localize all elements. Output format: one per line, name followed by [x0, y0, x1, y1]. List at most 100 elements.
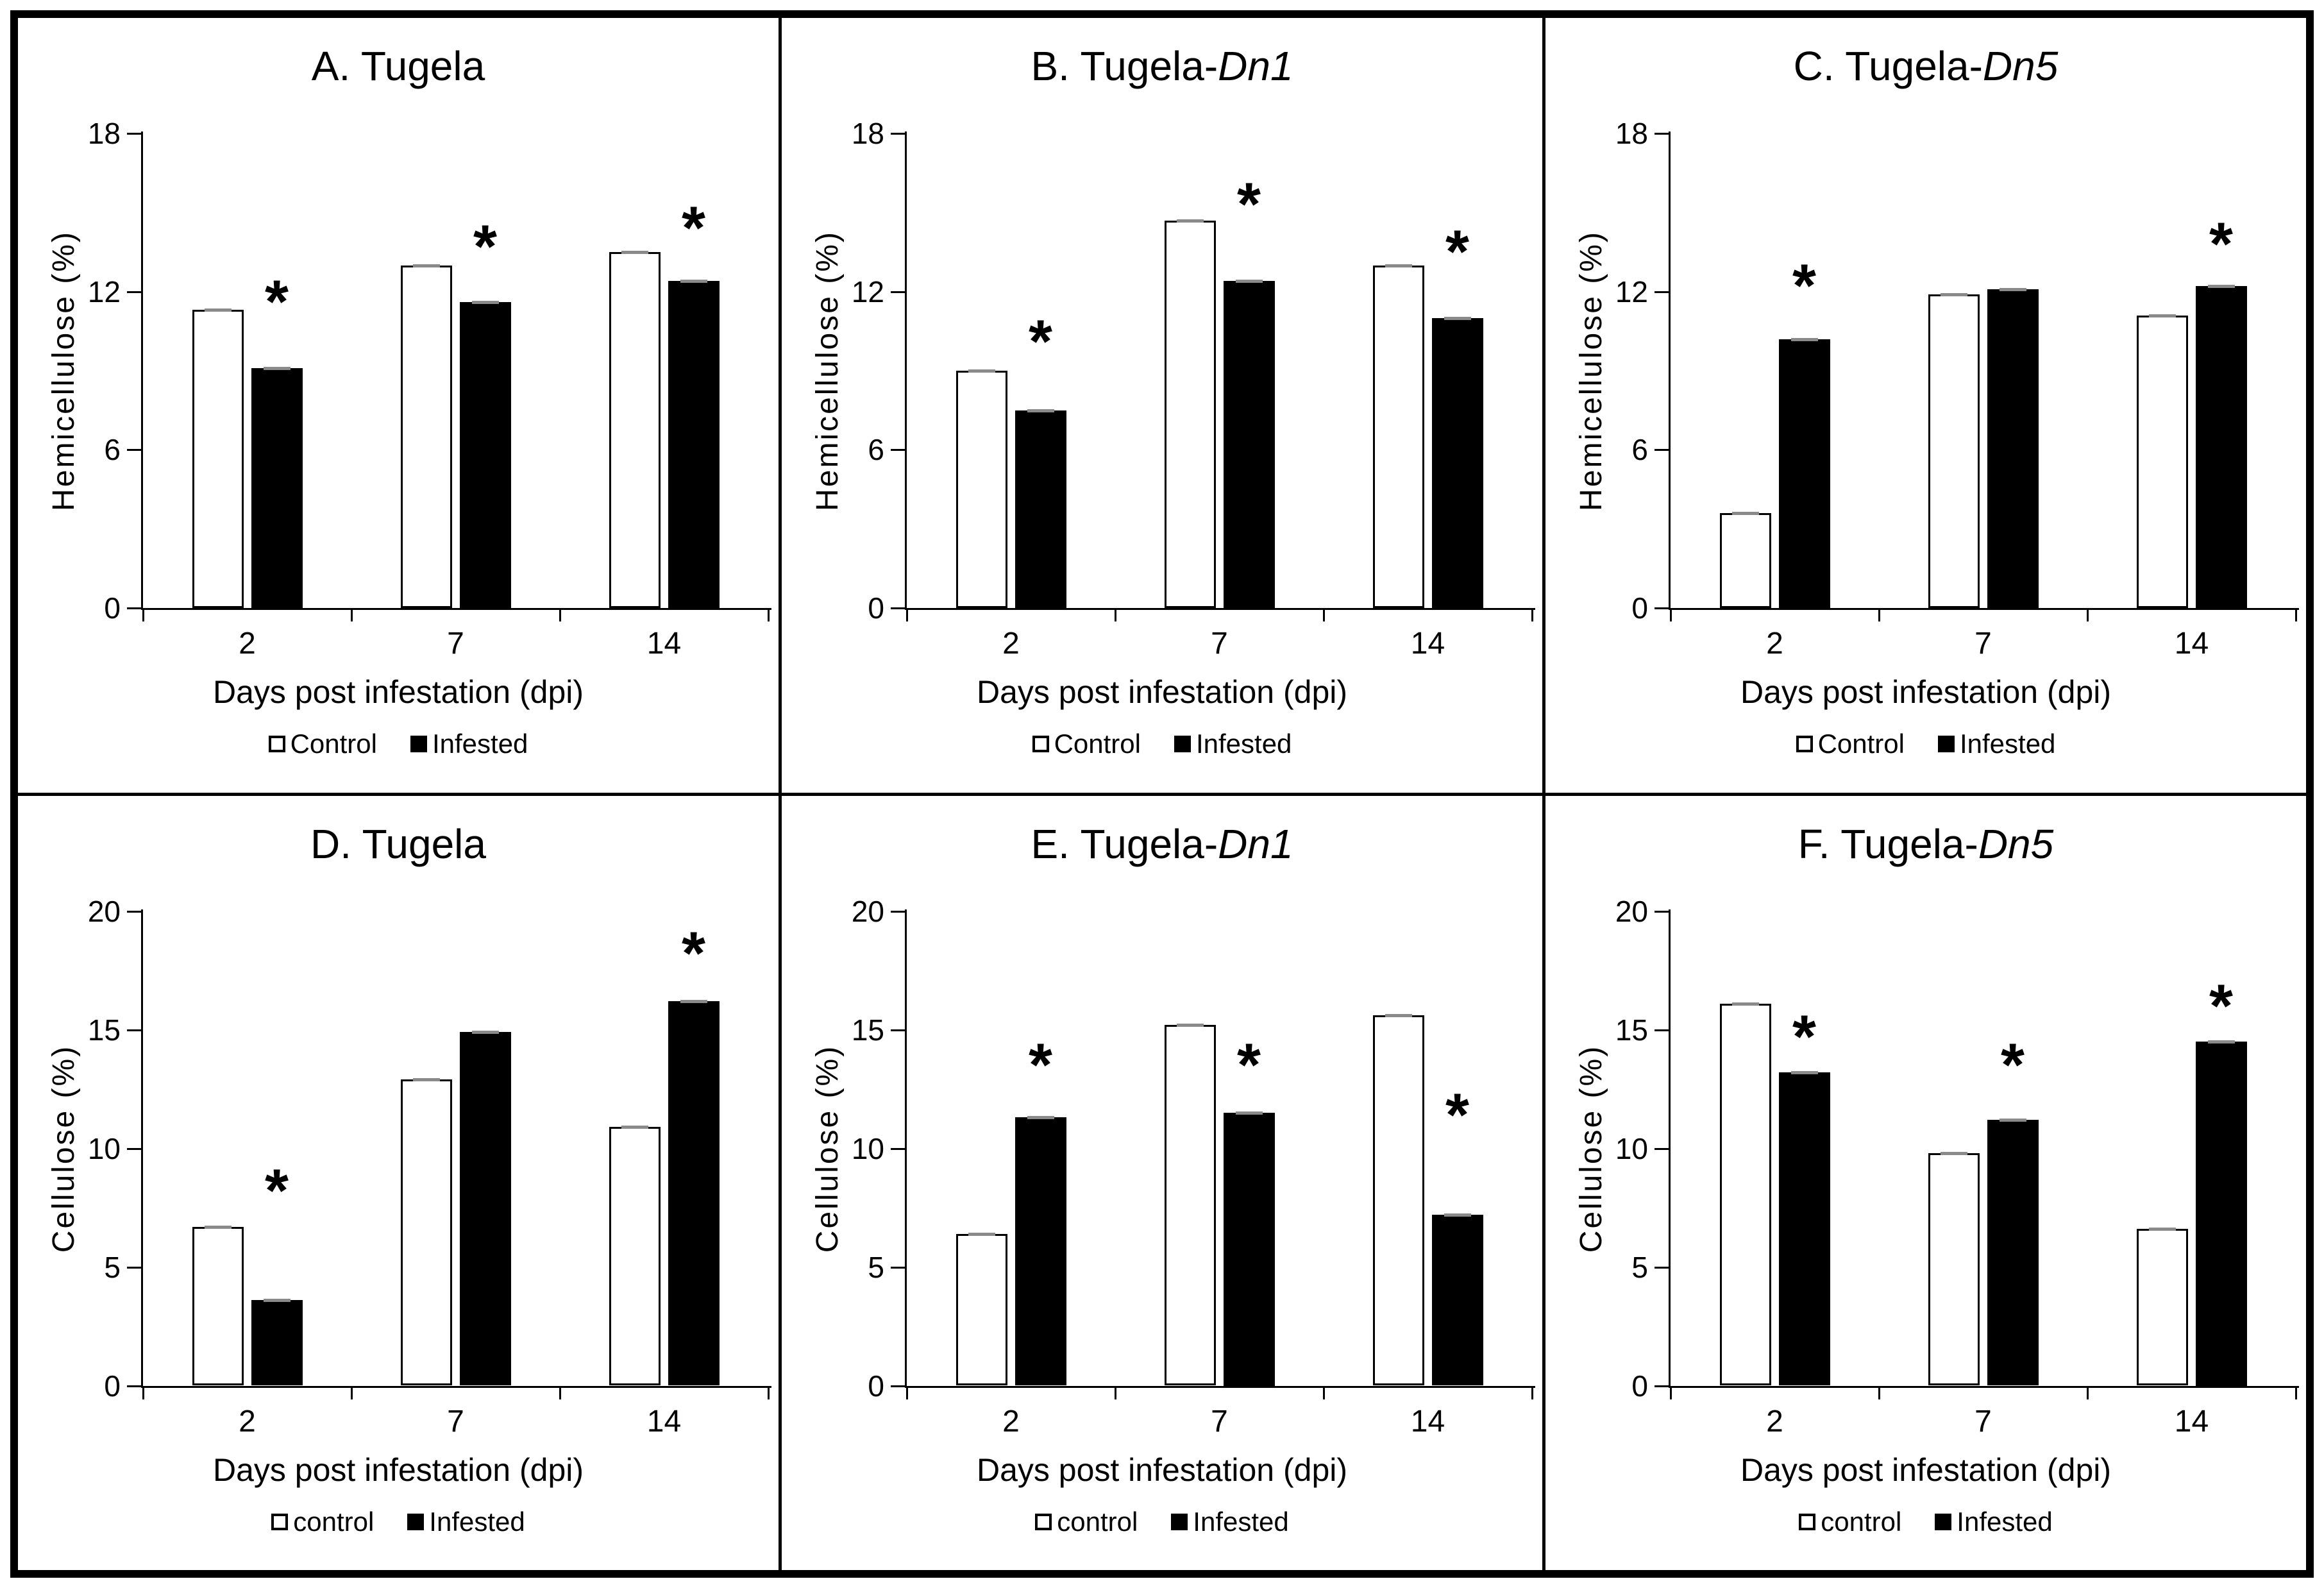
bar-infested	[459, 302, 511, 608]
legend-item: Infested	[410, 729, 528, 759]
legend-swatch-infested	[407, 1513, 425, 1530]
y-tick-label: 6	[1631, 433, 1648, 467]
x-axis	[905, 608, 1535, 610]
bar-control	[400, 265, 452, 608]
panel-c: C. Tugela-Dn5 Hemicellulose (%) 0 6 12 18 * * 2 7…	[1545, 18, 2306, 793]
y-tick	[127, 1266, 141, 1269]
y-tick	[127, 449, 141, 452]
x-category-label: 7	[1211, 627, 1228, 661]
bar-infested	[1223, 1113, 1275, 1386]
error-cap	[204, 308, 232, 312]
y-axis	[905, 909, 907, 1388]
y-tick	[1655, 1029, 1669, 1031]
error-cap	[1940, 1151, 1967, 1155]
legend-item: Infested	[1171, 1507, 1289, 1537]
error-cap	[1176, 219, 1204, 223]
panel-title: C. Tugela-Dn5	[1545, 42, 2306, 90]
y-axis	[1669, 909, 1671, 1388]
y-tick	[1655, 449, 1669, 452]
y-tick	[891, 449, 905, 452]
y-axis-title: Hemicellulose (%)	[1574, 230, 1608, 511]
y-tick	[127, 607, 141, 609]
x-tick	[1323, 608, 1325, 621]
significance-asterisk: *	[682, 194, 705, 262]
y-tick-label: 15	[851, 1013, 884, 1047]
bar-infested	[668, 1001, 720, 1386]
panel-e: E. Tugela-Dn1 Cellulose (%) 0 5 10 15 20 * * * 2 7 1…	[782, 795, 1542, 1570]
significance-asterisk: *	[1029, 1031, 1052, 1099]
y-tick-label: 15	[1615, 1013, 1648, 1047]
bar-control	[609, 1127, 661, 1386]
bar-infested	[1987, 1120, 2039, 1386]
x-category-label: 2	[1002, 1404, 1020, 1439]
x-category-label: 2	[239, 1404, 256, 1439]
error-cap	[471, 1031, 499, 1035]
y-axis	[141, 131, 143, 610]
error-cap	[968, 369, 995, 373]
bar-infested	[1223, 281, 1275, 608]
y-tick	[891, 1029, 905, 1031]
x-axis-title: Days post infestation (dpi)	[1740, 1451, 2112, 1488]
error-cap	[412, 264, 440, 267]
bar-control	[1372, 1015, 1424, 1386]
bar-control	[2136, 1229, 2188, 1386]
bar-control	[956, 1233, 1007, 1386]
error-cap	[621, 251, 648, 254]
x-axis	[1669, 608, 2299, 610]
y-axis	[141, 909, 143, 1388]
bar-control	[1372, 265, 1424, 608]
error-cap	[1444, 1213, 1471, 1217]
legend-label: control	[293, 1506, 375, 1537]
panel-a: A. Tugela Hemicellulose (%) 0 6 12 18 * * * 2 7 14 D…	[18, 18, 779, 793]
panel-title-italic-text: Dn1	[1218, 43, 1293, 89]
x-category-label: 14	[646, 1404, 682, 1439]
legend-swatch-infested	[1174, 736, 1191, 752]
y-tick	[1655, 910, 1669, 913]
x-tick	[351, 1385, 353, 1399]
x-tick	[1878, 608, 1880, 621]
figure-border: A. Tugela Hemicellulose (%) 0 6 12 18 * * * 2 7 14 D…	[10, 10, 2314, 1578]
y-axis-title: Hemicellulose (%)	[811, 230, 845, 511]
significance-asterisk: *	[682, 919, 705, 988]
y-tick-label: 0	[104, 1369, 121, 1403]
x-tick	[1670, 608, 1672, 621]
y-tick	[1655, 607, 1669, 609]
y-tick-label: 18	[87, 117, 121, 150]
x-tick	[1115, 608, 1116, 621]
panel-title: D. Tugela	[18, 820, 779, 868]
legend-item: Infested	[1174, 729, 1292, 759]
legend-item: Infested	[407, 1507, 525, 1537]
error-cap	[1027, 409, 1054, 412]
legend-item: control	[1035, 1507, 1138, 1537]
x-axis-title: Days post infestation (dpi)	[976, 1451, 1348, 1488]
panel-title: A. Tugela	[18, 42, 779, 90]
y-tick	[127, 133, 141, 135]
y-tick-label: 20	[851, 894, 884, 928]
bar-infested	[251, 367, 303, 608]
legend-label: Infested	[1959, 729, 2056, 759]
legend: Control Infested	[1545, 729, 2306, 759]
panel-title-text: D. Tugela	[310, 820, 486, 867]
bar-infested	[1778, 1072, 1830, 1386]
panel-title: B. Tugela-Dn1	[782, 42, 1542, 90]
significance-asterisk: *	[2209, 210, 2233, 278]
legend-swatch-control	[1799, 1513, 1816, 1530]
bar-infested	[1778, 339, 1830, 608]
y-tick-label: 0	[1631, 1369, 1648, 1403]
y-tick-label: 0	[1631, 591, 1648, 625]
x-tick	[142, 1385, 144, 1399]
y-tick	[1655, 1266, 1669, 1269]
x-category-label: 2	[239, 627, 256, 661]
x-category-label: 7	[1975, 627, 1992, 661]
bar-infested	[1015, 1117, 1066, 1386]
x-tick	[906, 1385, 908, 1399]
legend-swatch-control	[271, 1513, 289, 1530]
bar-infested	[2195, 1042, 2247, 1386]
error-cap	[204, 1225, 232, 1229]
error-cap	[2148, 1228, 2176, 1231]
y-tick	[127, 1385, 141, 1387]
x-axis	[1669, 1385, 2299, 1388]
bar-infested	[668, 281, 720, 608]
y-tick-label: 12	[851, 275, 884, 308]
